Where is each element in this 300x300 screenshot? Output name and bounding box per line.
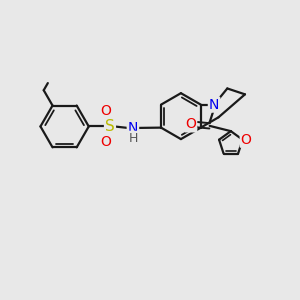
Text: O: O [100, 135, 111, 149]
Text: S: S [105, 119, 115, 134]
Text: N: N [128, 121, 138, 135]
Text: O: O [241, 133, 252, 147]
Text: N: N [209, 98, 219, 112]
Text: O: O [100, 104, 111, 118]
Text: O: O [185, 117, 196, 131]
Text: H: H [129, 132, 138, 145]
